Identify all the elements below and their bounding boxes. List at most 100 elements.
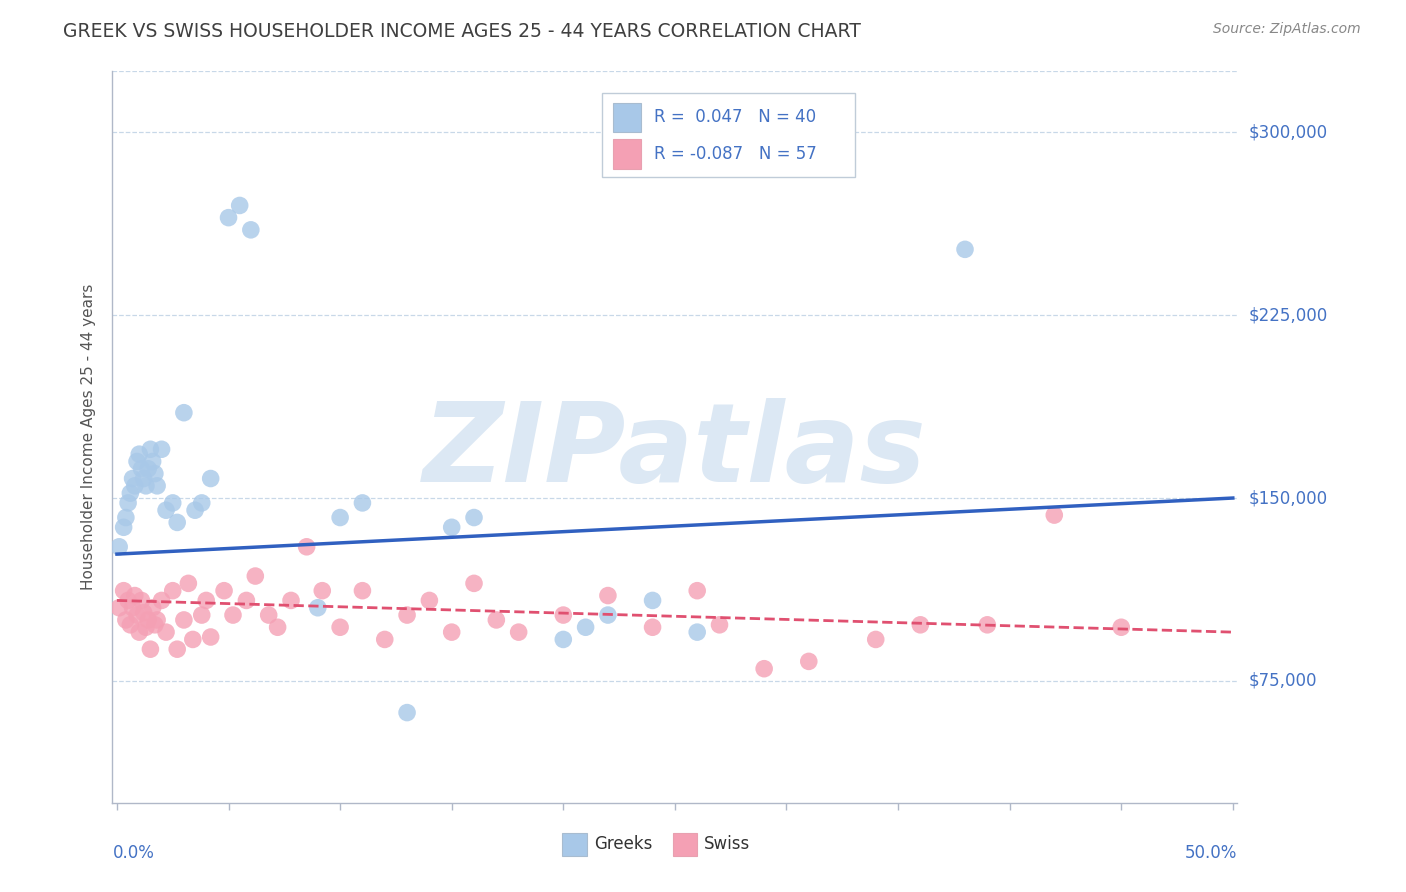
Point [352,496,374,510]
Point [553,632,575,647]
Point [797,654,820,668]
Point [245,569,267,583]
Text: 50.0%: 50.0% [1185,845,1237,863]
Point [115,510,138,524]
Point [142,454,165,468]
Point [686,583,709,598]
Point [200,471,222,485]
Point [575,620,598,634]
Point [352,583,374,598]
Point [125,454,148,468]
Point [162,496,184,510]
Point [641,593,664,607]
Point [162,583,184,598]
Point [131,593,153,607]
Point [239,223,262,237]
Point [135,479,157,493]
Point [150,593,173,607]
Point [865,632,887,647]
Point [485,613,508,627]
Point [117,593,139,607]
Point [121,471,143,485]
Point [910,617,932,632]
Point [117,496,139,510]
Point [132,471,155,485]
Point [142,600,165,615]
Point [1043,508,1066,522]
Point [181,632,204,647]
Point [218,211,240,225]
Text: Source: ZipAtlas.com: Source: ZipAtlas.com [1213,22,1361,37]
Point [184,503,207,517]
Y-axis label: Householder Income Ages 25 - 44 years: Householder Income Ages 25 - 44 years [80,284,96,591]
Point [222,608,245,623]
Point [1109,620,1132,634]
Point [173,613,195,627]
FancyBboxPatch shape [672,833,697,856]
Point [953,243,976,257]
Text: R =  0.047   N = 40: R = 0.047 N = 40 [654,109,815,127]
Point [131,462,153,476]
Point [329,620,352,634]
Point [329,510,352,524]
Point [136,462,159,476]
Point [440,625,463,640]
Point [135,620,157,634]
Point [108,600,131,615]
Text: $300,000: $300,000 [1249,123,1327,141]
Text: $75,000: $75,000 [1249,672,1317,690]
Point [709,617,731,632]
Point [976,617,998,632]
Point [752,662,775,676]
Text: $150,000: $150,000 [1249,489,1327,507]
Point [166,516,188,530]
Point [121,600,143,615]
Point [374,632,396,647]
Point [418,593,440,607]
Point [440,520,463,534]
Point [686,625,709,640]
FancyBboxPatch shape [562,833,588,856]
Point [235,593,257,607]
Point [143,467,166,481]
Point [463,510,485,524]
Point [155,625,177,640]
Point [132,606,155,620]
FancyBboxPatch shape [613,139,641,169]
Text: R = -0.087   N = 57: R = -0.087 N = 57 [654,145,817,163]
Point [553,608,575,623]
Point [212,583,235,598]
Point [596,589,619,603]
Point [190,608,212,623]
Point [150,442,173,457]
Point [120,617,142,632]
Text: Swiss: Swiss [704,836,751,854]
Point [146,479,169,493]
Point [139,642,162,657]
Point [195,593,218,607]
FancyBboxPatch shape [602,94,855,178]
Point [257,608,280,623]
Point [396,608,419,623]
Point [307,600,329,615]
Point [166,642,188,657]
Text: GREEK VS SWISS HOUSEHOLDER INCOME AGES 25 - 44 YEARS CORRELATION CHART: GREEK VS SWISS HOUSEHOLDER INCOME AGES 2… [63,22,860,41]
Point [173,406,195,420]
Point [463,576,485,591]
Point [266,620,288,634]
Point [124,479,146,493]
Point [128,625,150,640]
Point [228,198,250,212]
Point [396,706,419,720]
Point [508,625,530,640]
Text: Greeks: Greeks [593,836,652,854]
FancyBboxPatch shape [613,103,641,132]
Point [128,447,150,461]
Point [108,540,131,554]
Point [155,503,177,517]
Point [146,613,169,627]
Point [139,442,162,457]
Point [311,583,333,598]
Point [136,613,159,627]
Text: $225,000: $225,000 [1249,306,1327,324]
